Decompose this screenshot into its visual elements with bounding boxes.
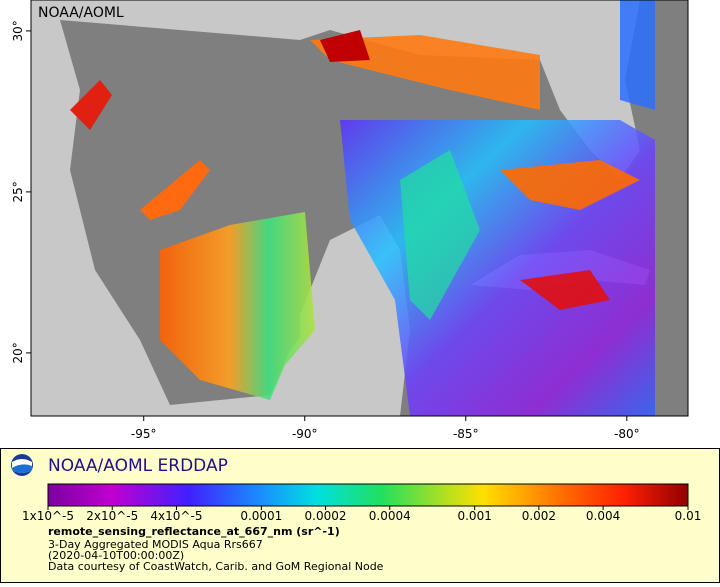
colorbar-tick-label: 0.002 bbox=[522, 509, 556, 523]
colorbar-tick-label: 2x10^-5 bbox=[86, 509, 138, 523]
info-line: 3-Day Aggregated MODIS Aqua Rrs667 bbox=[48, 538, 263, 551]
colorbar-tick-label: 4x10^-5 bbox=[150, 509, 202, 523]
colorbar-tick-label: 0.0001 bbox=[240, 509, 282, 523]
info-line: Data courtesy of CoastWatch, Carib. and … bbox=[48, 560, 384, 573]
map-frame bbox=[30, 0, 689, 417]
legend-panel bbox=[0, 448, 720, 583]
lon-tick-label: -80° bbox=[614, 427, 640, 441]
colorbar-tick-label: 0.004 bbox=[586, 509, 620, 523]
lon-tick-label: -85° bbox=[453, 427, 479, 441]
lon-tick-label: -90° bbox=[292, 427, 318, 441]
map-imagery bbox=[31, 0, 688, 416]
info-line: (2020-04-10T00:00:00Z) bbox=[48, 549, 184, 562]
colorbar-tick-label: 1x10^-5 bbox=[22, 509, 74, 523]
lat-tick-label: 30° bbox=[11, 20, 25, 41]
lat-tick-label: 20° bbox=[11, 342, 25, 363]
lon-tick-label: -95° bbox=[131, 427, 157, 441]
variable-name: remote_sensing_reflectance_at_667_nm (sr… bbox=[48, 525, 340, 538]
colorbar-tick-label: 0.01 bbox=[675, 509, 702, 523]
colorbar-tick-label: 0.001 bbox=[457, 509, 491, 523]
colorbar bbox=[47, 483, 689, 507]
lat-tick-label: 25° bbox=[11, 181, 25, 202]
noaa-logo bbox=[11, 454, 33, 476]
colorbar-tick-label: 0.0002 bbox=[305, 509, 347, 523]
colorbar-tick-label: 0.0004 bbox=[369, 509, 411, 523]
map-label: NOAA/AOML bbox=[38, 5, 124, 21]
legend-title: NOAA/AOML ERDDAP bbox=[48, 456, 228, 476]
